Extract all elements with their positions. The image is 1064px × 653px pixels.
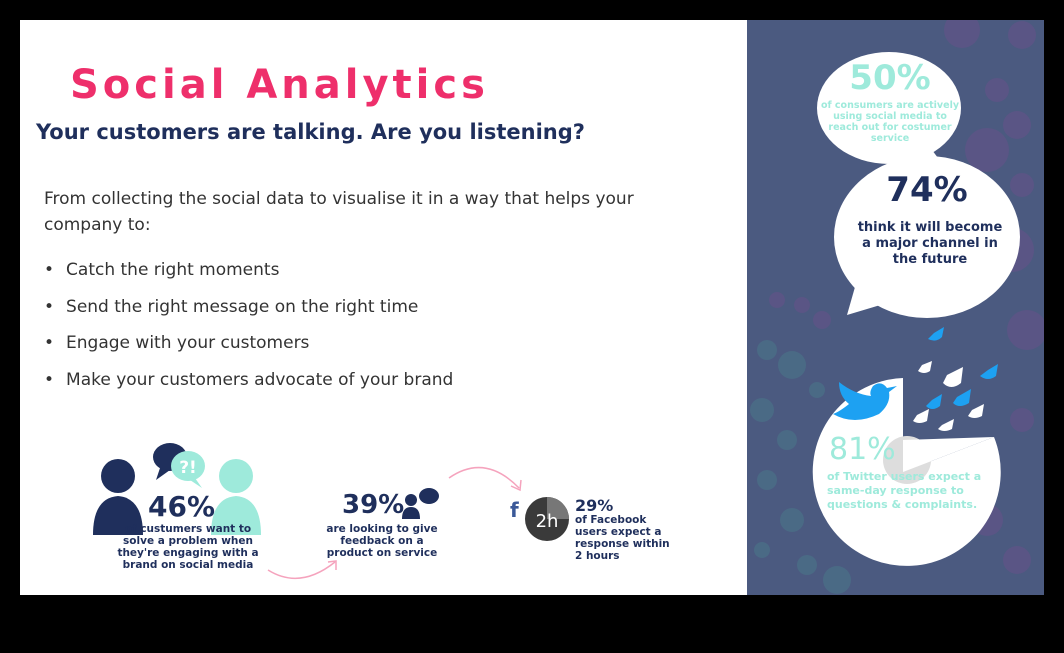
background-dot [757, 470, 777, 490]
background-dot [1007, 310, 1044, 350]
page-title: Social Analytics [70, 62, 489, 108]
stat-81-text: of Twitter users expect a same-day respo… [827, 470, 982, 511]
stat-29-text: of Facebook users expect a response with… [575, 514, 670, 562]
stat-39-text: are looking to give feedback on a produc… [326, 523, 438, 559]
person-chat-icon [402, 488, 439, 519]
background-dot [794, 297, 810, 313]
background-dot [778, 351, 806, 379]
background-dot [750, 398, 774, 422]
bullet-item: Send the right message on the right time [44, 297, 453, 334]
bullet-item: Engage with your customers [44, 333, 453, 370]
bullet-list: Catch the right moments Send the right m… [44, 260, 453, 406]
stat-74-text: think it will become a major channel in … [857, 220, 1003, 267]
stat-74-value: 74% [886, 170, 968, 210]
stats-panel: 50% of consumers are actively using soci… [747, 20, 1044, 595]
page-subtitle: Your customers are talking. Are you list… [36, 120, 585, 144]
background-dot [1010, 408, 1034, 432]
background-dot [965, 128, 1009, 172]
arrow-icon [448, 466, 522, 492]
stat-39-value: 39% [342, 490, 405, 520]
stat-81-value: 81% [829, 432, 896, 467]
background-dot [1008, 21, 1036, 49]
background-dot [813, 311, 831, 329]
background-dot [769, 292, 785, 308]
twitter-birds-flock-icon [913, 327, 998, 431]
background-dot [823, 566, 851, 594]
people-talking-icon: ?! [93, 443, 261, 535]
background-dot [1003, 546, 1031, 574]
stat-46-value: 46% [148, 490, 216, 523]
slide: Social Analytics Your customers are talk… [20, 20, 747, 595]
background-dot [809, 382, 825, 398]
stat-46-text: of custumers want to solve a problem whe… [117, 523, 259, 571]
background-dot [777, 430, 797, 450]
background-dot [944, 20, 980, 48]
twitter-bird-icon [833, 382, 897, 420]
background-dot [757, 340, 777, 360]
intro-text: From collecting the social data to visua… [44, 189, 634, 235]
svg-text:2h: 2h [536, 511, 559, 532]
speech-bubbles [812, 52, 1020, 566]
facebook-icon: f [510, 498, 519, 522]
bubble-text: ?! [179, 458, 197, 478]
stat-50-value: 50% [849, 58, 931, 98]
background-dot [985, 78, 1009, 102]
stat-29-value: 29% [575, 496, 614, 515]
clock-icon: 2h [525, 497, 569, 541]
bullet-item: Make your customers advocate of your bra… [44, 370, 453, 407]
bullet-item: Catch the right moments [44, 260, 453, 297]
background-dot [1003, 111, 1031, 139]
background-dot [1010, 173, 1034, 197]
background-dot [754, 542, 770, 558]
background-dot [797, 555, 817, 575]
background-dot [780, 508, 804, 532]
arrow-icon [267, 560, 337, 580]
stat-50-text: of consumers are actively using social m… [820, 100, 960, 144]
